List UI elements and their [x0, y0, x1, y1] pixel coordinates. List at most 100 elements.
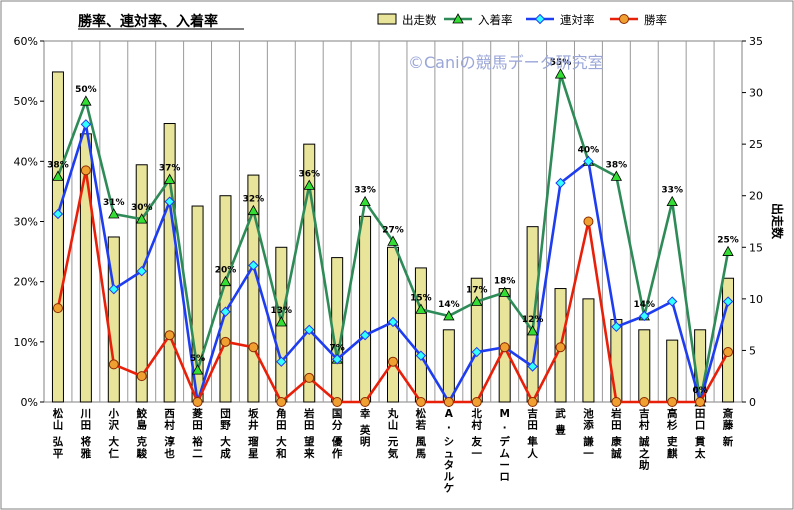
- category-label-char: M: [499, 408, 509, 420]
- bar-layer: [51, 71, 735, 403]
- data-label: 14%: [634, 300, 656, 310]
- category-label-char: 貫: [694, 435, 706, 448]
- category-label: 斎藤新: [722, 407, 734, 448]
- data-label: 30%: [131, 203, 153, 213]
- point-入着率: [275, 316, 287, 327]
- point-勝率: [639, 397, 650, 407]
- data-label: 17%: [466, 286, 488, 296]
- category-label-char: 鮫: [136, 407, 147, 420]
- point-勝率: [723, 347, 734, 358]
- point-勝率: [527, 397, 538, 407]
- category-label-char: 高: [667, 407, 678, 420]
- y-right-tick-label: 20: [749, 190, 763, 203]
- category-label-char: 明: [360, 436, 371, 448]
- point-入着率: [387, 235, 399, 246]
- point-連対率: [555, 177, 566, 189]
- category-label-char: 也: [164, 447, 175, 460]
- point-入着率: [219, 275, 232, 287]
- category-label-char: 大: [276, 435, 287, 448]
- point-連対率: [164, 196, 175, 207]
- category-label-char: 吉: [527, 407, 538, 420]
- category-label-char: 優: [331, 435, 343, 448]
- point-勝率: [667, 397, 678, 407]
- bar-出走数: [303, 143, 316, 403]
- bar-出走数: [135, 164, 148, 403]
- point-入着率: [108, 208, 120, 219]
- category-label-char: 英: [359, 424, 371, 437]
- category-label-char: 坂: [248, 407, 259, 420]
- legend-marker-勝率: [619, 14, 629, 24]
- category-label-char: 太: [694, 447, 706, 460]
- point-連対率: [304, 324, 315, 336]
- point-勝率: [276, 397, 287, 407]
- point-入着率: [499, 286, 511, 297]
- bar-出走数: [414, 267, 427, 403]
- point-入着率: [163, 173, 176, 184]
- point-連対率: [387, 316, 399, 328]
- category-label-char: 克: [136, 435, 147, 448]
- point-勝率: [108, 359, 119, 370]
- bar-出走数: [51, 71, 64, 403]
- point-勝率: [304, 372, 315, 383]
- category-label-char: ケ: [444, 483, 455, 495]
- category-label-char: ロ: [499, 471, 510, 483]
- bar-出走数: [442, 329, 455, 403]
- point-連対率: [80, 119, 92, 130]
- point-勝率: [52, 303, 63, 314]
- bar-出走数: [163, 123, 176, 403]
- point-入着率: [554, 68, 567, 79]
- legend-label-勝率: 勝率: [644, 13, 667, 27]
- point-連対率: [276, 356, 287, 367]
- data-label: 25%: [717, 236, 739, 246]
- point-連対率: [108, 283, 120, 295]
- category-label-char: 田: [695, 408, 706, 420]
- category-label-char: 誠: [611, 447, 622, 460]
- point-勝率: [555, 342, 566, 353]
- data-label: 0%: [692, 386, 707, 396]
- category-label-char: 川: [80, 408, 92, 420]
- category-label-char: 角: [276, 407, 287, 420]
- legend-label-入着率: 入着率: [478, 13, 513, 27]
- category-label-char: 松: [53, 407, 64, 420]
- data-label: 36%: [298, 169, 320, 179]
- point-連対率: [722, 296, 734, 307]
- line-layer: [52, 68, 734, 408]
- category-label-char: タ: [444, 459, 455, 471]
- point-連対率: [527, 361, 538, 372]
- category-label-char: 村: [472, 419, 483, 432]
- y2-axis-title: 出走数: [770, 203, 785, 240]
- category-label-char: 北: [472, 407, 483, 420]
- y-left-tick-label: 10%: [14, 336, 38, 349]
- data-label: 15%: [410, 293, 432, 303]
- data-label: 14%: [438, 300, 460, 310]
- category-label-char: 隼: [526, 435, 538, 448]
- point-連対率: [415, 350, 427, 361]
- watermark: ©Caniの競馬データ研究室: [408, 53, 604, 72]
- category-label-char: 国: [332, 408, 343, 420]
- data-label: 20%: [215, 266, 237, 276]
- point-勝率: [332, 397, 343, 407]
- category-label-char: 菱: [192, 407, 203, 420]
- bar-出走数: [219, 195, 232, 403]
- point-勝率: [388, 356, 398, 367]
- category-label-char: 之: [639, 447, 650, 460]
- point-入着率: [191, 364, 204, 375]
- category-label-char: 田: [81, 420, 92, 432]
- data-label: 40%: [578, 145, 600, 155]
- bar-出走数: [722, 277, 735, 403]
- bar-出走数: [666, 339, 679, 403]
- category-label-char: 井: [248, 419, 259, 432]
- point-連対率: [639, 310, 650, 322]
- category-label-char: 山: [53, 419, 64, 432]
